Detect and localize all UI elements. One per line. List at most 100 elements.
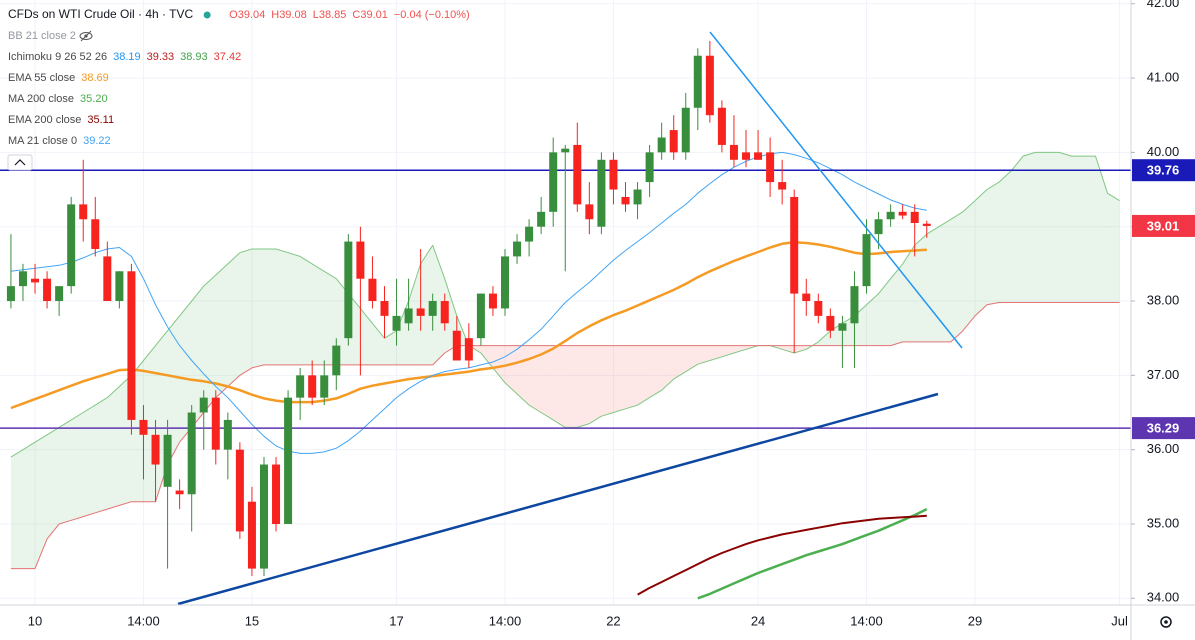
cloud-fill bbox=[625, 345, 638, 409]
price-label: 36.29 bbox=[1147, 421, 1180, 436]
price-label: 39.76 bbox=[1147, 163, 1180, 178]
price-label-box bbox=[1132, 417, 1195, 440]
cloud-fill bbox=[83, 405, 96, 517]
cloud-fill bbox=[432, 245, 445, 365]
cloud-fill bbox=[179, 301, 192, 443]
candle-body bbox=[464, 338, 473, 361]
legend-label[interactable]: EMA 55 close bbox=[8, 72, 75, 84]
ohlc-value: −0.04 (−0.10%) bbox=[394, 9, 470, 21]
candle-body bbox=[199, 397, 208, 413]
trend-line[interactable] bbox=[177, 392, 939, 605]
cloud-fill bbox=[733, 345, 747, 354]
cloud-fill bbox=[1047, 152, 1060, 303]
candle-body bbox=[284, 397, 293, 524]
cloud-fill bbox=[1095, 156, 1108, 303]
ohlc-value: L38.85 bbox=[313, 9, 347, 21]
cloud-fill bbox=[782, 345, 795, 354]
cloud-fill bbox=[577, 345, 590, 428]
cloud-fill bbox=[227, 252, 240, 387]
candle-body bbox=[766, 152, 775, 183]
candle-body bbox=[296, 375, 305, 398]
legend-value: 39.33 bbox=[147, 51, 175, 63]
candle-body bbox=[705, 55, 714, 116]
cloud-fill bbox=[1107, 193, 1120, 303]
trend-line[interactable] bbox=[709, 31, 963, 349]
candle-body bbox=[272, 464, 281, 524]
legend-label[interactable]: MA 21 close 0 bbox=[8, 135, 77, 147]
cloud-fill bbox=[673, 345, 686, 380]
cloud-fill bbox=[529, 345, 542, 413]
legend-label[interactable]: MA 200 close bbox=[8, 93, 74, 105]
candle-body bbox=[404, 308, 413, 324]
cloud-fill bbox=[950, 211, 963, 342]
cloud-fill bbox=[987, 182, 1000, 305]
candle-body bbox=[211, 397, 220, 450]
legend-value: 35.20 bbox=[80, 93, 108, 105]
candle-body bbox=[416, 308, 425, 316]
indicator-line bbox=[697, 507, 928, 600]
legend-label[interactable]: Ichimoku 9 26 52 26 bbox=[8, 51, 107, 63]
candle-body bbox=[742, 152, 751, 160]
legend-label[interactable]: EMA 200 close bbox=[8, 114, 81, 126]
candle-body bbox=[681, 107, 690, 153]
candle-body bbox=[476, 293, 485, 339]
candle-body bbox=[561, 148, 570, 153]
candle-body bbox=[392, 315, 401, 331]
candle-body bbox=[826, 315, 835, 331]
candle-body bbox=[247, 501, 256, 569]
y-tick-label: 42.00 bbox=[1147, 0, 1180, 10]
candle-body bbox=[790, 196, 799, 294]
legend-value: 39.22 bbox=[83, 135, 111, 147]
cloud-fill bbox=[324, 271, 337, 365]
cloud-fill bbox=[492, 345, 505, 383]
cloud-fill bbox=[263, 248, 277, 365]
cloud-fill bbox=[360, 308, 373, 365]
cloud-fill bbox=[541, 345, 554, 420]
cloud-fill bbox=[685, 345, 698, 372]
candle-body bbox=[645, 152, 654, 183]
candle-body bbox=[850, 286, 859, 324]
x-tick-label: 22 bbox=[606, 613, 620, 628]
cloud-fill bbox=[71, 412, 84, 521]
candle-body bbox=[356, 241, 365, 279]
candle-body bbox=[175, 490, 184, 495]
candle-body bbox=[452, 330, 461, 361]
candle-body bbox=[525, 226, 534, 242]
cloud-fill bbox=[95, 397, 108, 513]
candle-body bbox=[657, 137, 666, 153]
cloud-fill bbox=[203, 275, 216, 413]
y-tick-label: 35.00 bbox=[1147, 515, 1180, 530]
collapse-button[interactable] bbox=[7, 154, 33, 171]
candle-body bbox=[428, 301, 437, 316]
cloud-fill bbox=[384, 330, 397, 365]
x-tick-label: 15 bbox=[245, 613, 259, 628]
cloud-fill bbox=[22, 442, 36, 569]
candle-body bbox=[898, 211, 907, 216]
candle-body bbox=[31, 278, 40, 283]
settings-icon[interactable] bbox=[1160, 616, 1172, 628]
y-tick-label: 38.00 bbox=[1147, 292, 1180, 307]
candle-body bbox=[259, 464, 268, 569]
y-tick-label: 36.00 bbox=[1147, 441, 1180, 456]
price-label-box bbox=[1132, 214, 1195, 237]
cloud-fill bbox=[300, 256, 313, 365]
x-tick-label: 14:00 bbox=[127, 613, 160, 628]
legend: CFDs on WTI Crude Oil · 4h · TVC BB 21 c… bbox=[7, 7, 470, 171]
price-label-box bbox=[1132, 159, 1195, 182]
candle-body bbox=[67, 204, 76, 287]
cloud-fill bbox=[1011, 156, 1024, 303]
cloud-fill bbox=[914, 234, 927, 342]
candle-body bbox=[669, 130, 678, 153]
candle-body bbox=[115, 271, 124, 302]
x-tick-label: 14:00 bbox=[489, 613, 522, 628]
candle-body bbox=[163, 434, 172, 487]
candle-body bbox=[500, 256, 509, 309]
plot-area bbox=[0, 40, 1131, 600]
legend-label[interactable]: BB 21 close 2 bbox=[8, 30, 76, 42]
candle-body bbox=[573, 144, 582, 205]
x-tick-label: Jul bbox=[1111, 613, 1128, 628]
hidden-icon[interactable] bbox=[79, 30, 93, 42]
